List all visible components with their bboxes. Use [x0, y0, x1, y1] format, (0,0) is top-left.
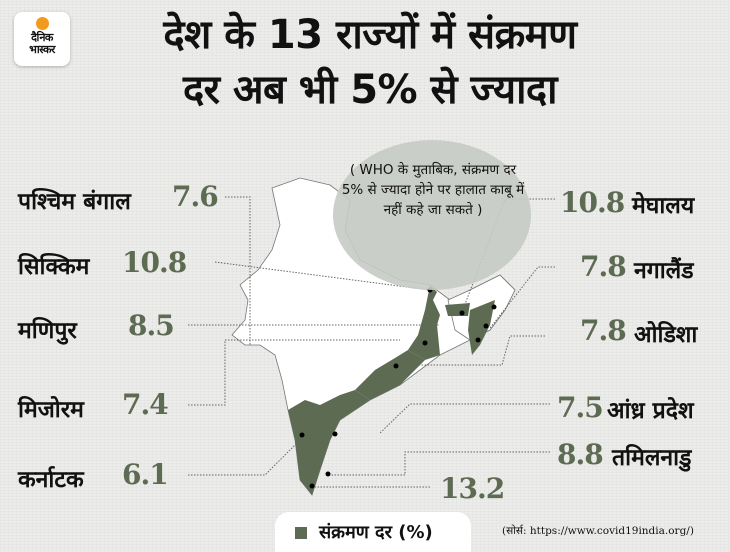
west-bengal-region: [408, 285, 440, 360]
ne-states-region: [468, 300, 495, 355]
state-label-manipur: मणिपुर: [18, 318, 77, 344]
state-label-andhra-pradesh: आंध्र प्रदेश: [607, 398, 694, 424]
legend-swatch: [295, 527, 307, 539]
state-label-nagaland: नगालैंड: [634, 258, 694, 284]
legend: संक्रमण दर (%): [275, 512, 471, 552]
state-label-odisha: ओडिशा: [634, 322, 698, 348]
state-value-karnataka: 6.1: [122, 458, 169, 491]
kerala-value: 13.2: [440, 472, 505, 505]
state-value-odisha: 7.8: [580, 314, 627, 347]
state-label-mizoram: मिजोरम: [18, 397, 84, 423]
state-value-west-bengal: 7.6: [172, 180, 219, 213]
sun-dot-icon: [35, 17, 49, 30]
state-label-meghalaya: मेघालय: [632, 193, 695, 219]
who-note-text: ( WHO के मुताबिक, संक्रमण दर 5% से ज्याद…: [341, 162, 525, 218]
meghalaya-region: [445, 303, 470, 316]
state-label-sikkim: सिक्किम: [18, 254, 90, 280]
state-value-sikkim: 10.8: [122, 246, 187, 279]
logo-line1: दैनिक: [31, 31, 53, 44]
source-credit: (सोर्स: https://www.covid19india.org/): [502, 525, 694, 537]
state-value-tamil-nadu: 8.8: [557, 438, 604, 471]
state-label-west-bengal: पश्चिम बंगाल: [18, 189, 131, 215]
logo-line2: भास्कर: [29, 43, 55, 56]
south-india-region: [288, 390, 370, 495]
who-note-bubble: [333, 140, 531, 290]
state-value-meghalaya: 10.8: [560, 186, 625, 219]
state-value-andhra-pradesh: 7.5: [557, 391, 604, 424]
page-title: देश के 13 राज्यों में संक्रमण दर अब भी 5…: [163, 12, 577, 113]
odisha-region: [355, 350, 425, 400]
state-label-tamil-nadu: तमिलनाडु: [612, 445, 692, 471]
legend-label: संक्रमण दर (%): [319, 522, 433, 543]
dainik-bhaskar-logo: दैनिक भास्कर: [14, 12, 70, 66]
state-value-manipur: 8.5: [128, 309, 175, 342]
state-value-mizoram: 7.4: [122, 388, 169, 421]
state-value-nagaland: 7.8: [580, 250, 627, 283]
state-label-karnataka: कर्नाटक: [18, 467, 84, 493]
